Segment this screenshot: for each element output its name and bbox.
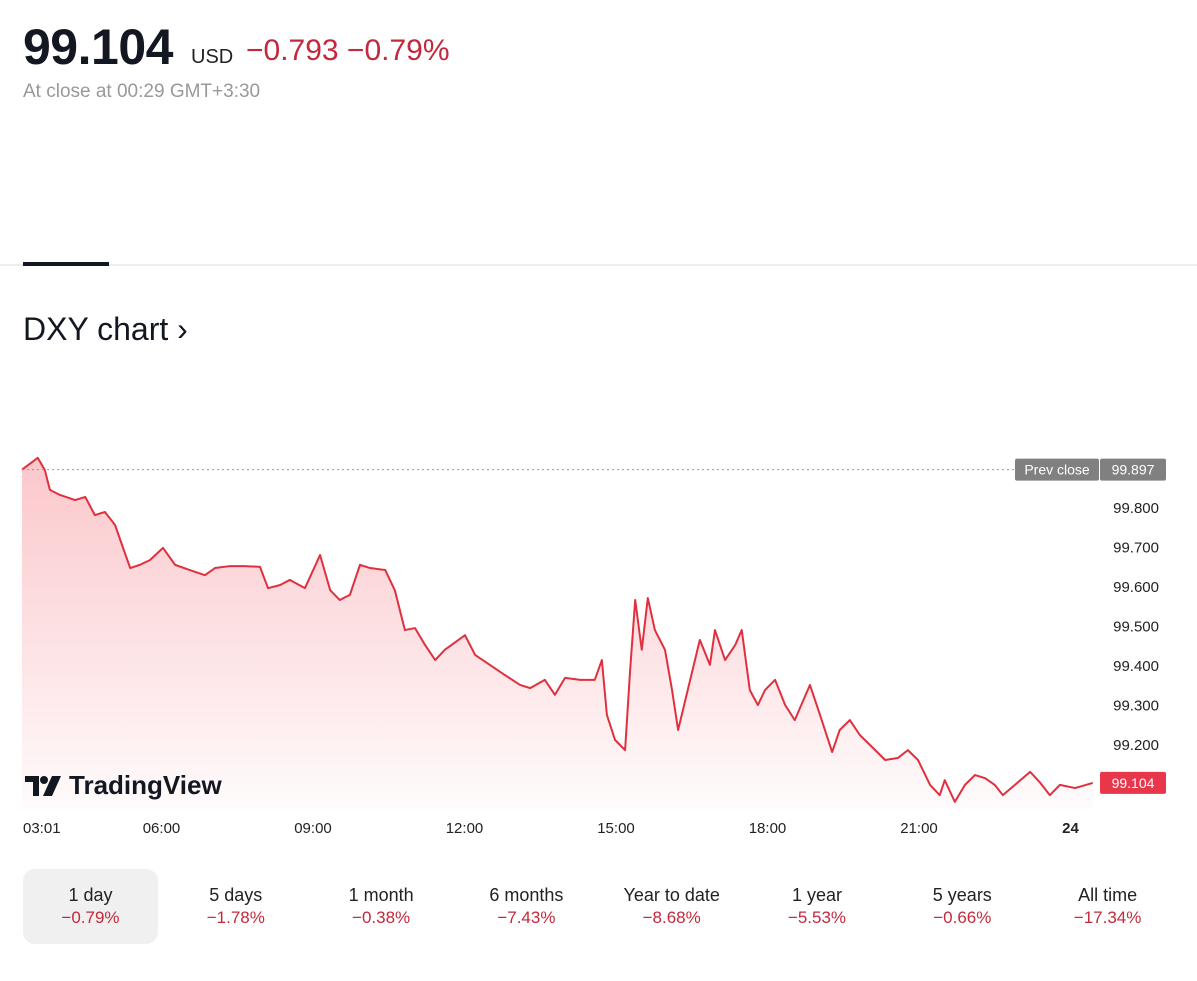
x-tick-label: 12:00: [446, 820, 484, 837]
price-line: [21, 456, 1093, 803]
period-tab-1-year[interactable]: 1 year −5.53%: [750, 869, 885, 944]
period-change: −17.34%: [1073, 908, 1142, 927]
x-tick-label: 18:00: [749, 820, 787, 837]
period-tab-5-days[interactable]: 5 days −1.78%: [168, 869, 303, 944]
prev-close-label: Prev close: [1024, 462, 1090, 478]
period-label: 5 days: [209, 885, 263, 905]
y-tick-label: 99.800: [1113, 500, 1159, 517]
period-label: Year to date: [623, 885, 720, 905]
period-tab-all-time[interactable]: All time −17.34%: [1040, 869, 1175, 944]
y-tick-label: 99.500: [1113, 619, 1159, 636]
period-change: −7.43%: [497, 908, 556, 927]
period-tab-year-to-date[interactable]: Year to date −8.68%: [604, 869, 739, 944]
period-tab-6-months[interactable]: 6 months −7.43%: [459, 869, 594, 944]
period-tab-1-month[interactable]: 1 month −0.38%: [314, 869, 449, 944]
period-label: 1 day: [68, 885, 113, 905]
y-tick-label: 99.400: [1113, 658, 1159, 675]
y-tick-label: 99.700: [1113, 540, 1159, 557]
y-tick-label: 99.600: [1113, 579, 1159, 596]
period-label: 1 year: [791, 885, 843, 905]
prev-close-badge: [1015, 458, 1099, 481]
period-label: 6 months: [489, 885, 564, 905]
period-change: −8.68%: [642, 908, 701, 927]
price-chart[interactable]: Prev close 99.897 99.800 99.700 99.600 99.500…: [0, 420, 1197, 840]
close-time-info: At close at 00:29 GMT+3:30: [23, 81, 261, 102]
period-tab-1-day[interactable]: 1 day −0.79%: [23, 869, 158, 944]
tradingview-wordmark: TradingView: [69, 770, 222, 800]
last-price-badge: [1100, 771, 1166, 794]
price-change: −0.793 −0.79%: [246, 34, 450, 67]
prev-close-value-badge: [1100, 458, 1166, 481]
x-tick-label: 03:01: [23, 820, 61, 837]
tradingview-icon: [25, 775, 61, 796]
chart-title-link[interactable]: DXY chart ›: [23, 311, 188, 347]
last-price-value: 99.104: [1112, 775, 1155, 791]
active-tab-indicator: [23, 262, 109, 266]
x-tick-label: 15:00: [597, 820, 635, 837]
y-tick-label: 99.200: [1113, 737, 1159, 754]
x-tick-label: 06:00: [143, 820, 181, 837]
period-tab-5-years[interactable]: 5 years −0.66%: [895, 869, 1030, 944]
period-change: −0.38%: [352, 908, 411, 927]
tab-divider: [0, 264, 1197, 266]
period-change: −5.53%: [787, 908, 847, 927]
period-change: −1.78%: [206, 908, 265, 927]
x-tick-label: 24: [1062, 820, 1079, 837]
currency-label: USD: [191, 46, 234, 68]
y-tick-label: 99.300: [1113, 698, 1159, 715]
x-tick-label: 09:00: [294, 820, 332, 837]
period-change: −0.66%: [933, 908, 992, 927]
area-fill: [22, 457, 1093, 808]
x-tick-label: 21:00: [900, 820, 938, 837]
period-change: −0.79%: [61, 908, 120, 927]
price-value: 99.104: [23, 19, 173, 75]
period-label: All time: [1078, 885, 1138, 905]
period-label: 1 month: [348, 885, 414, 905]
tradingview-logo[interactable]: TradingView: [25, 770, 222, 801]
period-label: 5 years: [932, 885, 992, 905]
prev-close-value: 99.897: [1112, 462, 1155, 478]
